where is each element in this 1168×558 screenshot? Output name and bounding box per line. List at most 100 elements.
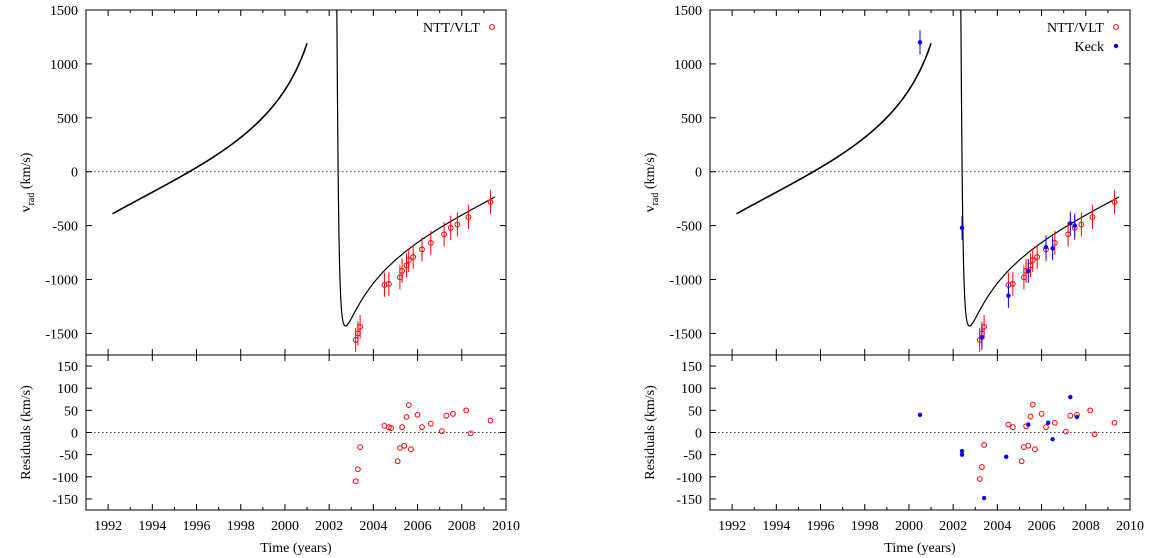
residual-point (487, 417, 494, 424)
x-tick-label: 2008 (448, 519, 476, 534)
residual-point (1050, 436, 1055, 442)
x-tick-label: 2000 (895, 519, 923, 534)
x-tick-label: 2002 (315, 519, 343, 534)
y-tick-label-bottom: -150 (52, 493, 78, 508)
model-curve-branch-2 (336, 10, 496, 327)
data-point-keck (917, 40, 923, 45)
data-points-top (352, 189, 494, 352)
data-point-keck (1026, 268, 1031, 274)
data-point-keck (1072, 223, 1077, 228)
plot-frame (709, 9, 1131, 511)
x-tick-label: 2004 (983, 519, 1011, 534)
residual-point (401, 442, 408, 449)
data-point-nttvlt (465, 214, 472, 220)
data-point-nttvlt (1089, 214, 1096, 220)
residual-point (419, 424, 425, 431)
x-tick-label: 1994 (138, 519, 166, 534)
y-tick-label-top: -1500 (669, 327, 702, 342)
residual-point (1038, 411, 1045, 417)
right-panel: 1992 1994 1996 1998 2000 2002 2004 2006 2008 2010… (643, 4, 1144, 556)
y-axis-label-top: vrad (km/s) (643, 152, 661, 212)
residual-point (463, 407, 470, 414)
y-tick-label-bottom: -150 (676, 493, 702, 508)
residual-point (427, 420, 434, 427)
residual-point (1018, 458, 1025, 465)
y-tick-label-bottom: 100 (681, 382, 702, 397)
y-label-unit: (km/s) (643, 152, 658, 192)
residual-point (414, 411, 421, 418)
data-point-keck (1050, 246, 1055, 251)
data-point-nttvlt (399, 268, 406, 274)
x-tick-label: 2010 (1116, 519, 1144, 534)
data-points-top (917, 30, 1118, 352)
residual-point (408, 446, 414, 453)
residual-point (1027, 413, 1034, 420)
y-tick-label-bottom: -50 (683, 449, 702, 464)
y-tick-label-top: -1000 (669, 274, 702, 289)
residual-point (1025, 442, 1032, 449)
residual-point (917, 412, 923, 417)
residual-point (1062, 428, 1069, 435)
x-tick-label: 1996 (183, 519, 211, 534)
y-tick-label-top: 0 (71, 166, 78, 181)
y-tick-label-bottom: -50 (59, 449, 78, 464)
residual-point (981, 442, 988, 448)
x-tick-label: 2000 (271, 519, 299, 534)
residual-point (1005, 421, 1012, 428)
x-tick-label: 2006 (1028, 519, 1056, 534)
residual-point (1087, 407, 1094, 414)
model-curve-branch-1 (736, 42, 932, 215)
y-label-main: v (19, 205, 34, 212)
residual-point (450, 411, 456, 417)
y-tick-label-top: 500 (681, 112, 702, 127)
y-label-sub: rad (26, 193, 37, 206)
x-tick-label: 1992 (718, 519, 746, 534)
residual-point (396, 445, 403, 451)
data-point-nttvlt (405, 257, 412, 264)
plot-frame (85, 9, 507, 511)
data-point-nttvlt (454, 221, 461, 228)
data-point-nttvlt (447, 224, 454, 231)
legend-marker (1113, 24, 1119, 30)
x-axis-label: Time (years) (260, 541, 332, 556)
residual-point (443, 412, 450, 419)
y-tick-label-top: 1500 (674, 4, 702, 19)
data-point-nttvlt (410, 253, 417, 260)
residual-point (403, 414, 410, 420)
y-tick-label-bottom: 150 (57, 360, 78, 375)
x-tick-label: 2004 (359, 519, 387, 534)
y-tick-label-top: 1000 (674, 58, 702, 73)
y-tick-label-bottom: 100 (57, 382, 78, 397)
x-tick-label: 1994 (762, 519, 790, 534)
residual-point (388, 425, 394, 431)
residual-point (1004, 454, 1009, 460)
residual-point (1074, 414, 1080, 420)
y-tick-label-top: -500 (676, 220, 702, 235)
y-tick-label-top: -500 (52, 220, 78, 235)
y-axis-label-top: vrad (km/s) (19, 152, 37, 212)
model-curve-group (112, 10, 496, 327)
y-tick-label-bottom: 150 (681, 360, 702, 375)
residual-point (438, 428, 445, 435)
residual-point (1111, 419, 1118, 426)
residual-point (1068, 394, 1073, 400)
model-curve-group (736, 10, 1120, 327)
y-tick-label-top: 0 (695, 166, 702, 181)
data-point-nttvlt (427, 239, 434, 246)
legend-marker (1113, 43, 1119, 49)
y-tick-label-bottom: 0 (71, 427, 78, 442)
data-point-keck (959, 225, 965, 230)
legend-label: NTT/VLT (423, 21, 480, 36)
residual-point (1051, 419, 1058, 426)
data-points-bottom (917, 394, 1118, 501)
x-tick-label: 2010 (492, 519, 520, 534)
data-point-nttvlt (357, 324, 364, 330)
residual-point (1067, 412, 1074, 419)
residual-point (959, 448, 965, 454)
residual-point (1029, 401, 1036, 408)
legend-label: Keck (1074, 40, 1104, 55)
residual-point (1026, 422, 1031, 427)
y-tick-label-bottom: 0 (695, 427, 702, 442)
residual-point (1043, 424, 1049, 431)
residual-point (405, 402, 412, 408)
